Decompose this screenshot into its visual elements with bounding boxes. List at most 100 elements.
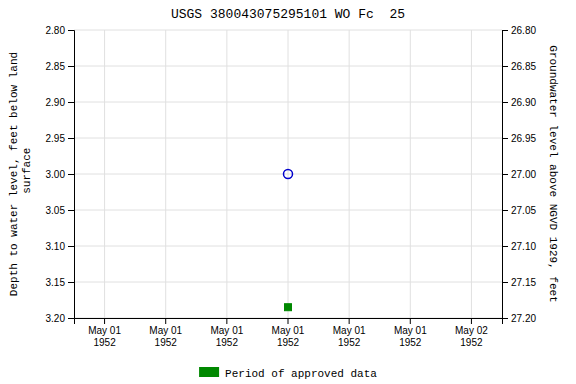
text-line: Depth to water level, feet below land	[8, 52, 20, 296]
plot-area: May 011952May 011952May 011952May 011952…	[46, 25, 537, 348]
grid	[74, 30, 502, 318]
y2-tick-label: 26.85	[511, 61, 536, 72]
grid-line	[349, 30, 350, 318]
x-tick-label: May 011952	[394, 325, 427, 348]
x-tick-mark	[288, 318, 289, 324]
text-line: 1952	[93, 337, 116, 348]
y2-tick-label: 27.00	[511, 169, 536, 180]
x-tick-label: May 011952	[333, 325, 366, 348]
x-tick: May 011952	[88, 318, 121, 348]
y2-tick-label: 27.05	[511, 205, 536, 216]
legend: Period of approved data	[199, 367, 377, 380]
x-tick-mark	[165, 318, 166, 324]
text-line: May 01	[272, 325, 305, 336]
y2-axis-title: Groundwater level above NGVD 1929, feet	[547, 45, 559, 302]
y-tick-mark	[68, 174, 74, 175]
y2-tick-label: 26.90	[511, 97, 536, 108]
text-line: 1952	[338, 337, 361, 348]
x-tick: May 011952	[394, 318, 427, 348]
y-tick: 3.05	[46, 205, 74, 216]
y2-tick: 26.80	[502, 25, 536, 36]
y-axis: 2.80 2.85 2.90 2.95 3.00 3.05 3.10 3.15 3.20	[46, 25, 75, 324]
y2-tick-label: 27.10	[511, 241, 536, 252]
series	[285, 304, 292, 311]
text-line: May 01	[333, 325, 366, 336]
x-tick-label: May 011952	[88, 325, 121, 348]
y2-tick-label: 26.95	[511, 133, 536, 144]
y2-tick: 27.15	[502, 277, 536, 288]
y-axis-line	[68, 31, 75, 319]
y-tick-label: 3.10	[46, 241, 66, 252]
x-tick: May 021952	[455, 318, 488, 348]
x-tick: May 011952	[149, 318, 182, 348]
y2-axis-line	[503, 31, 509, 319]
text-line: surface	[21, 148, 33, 201]
text-line: 1952	[216, 337, 239, 348]
y2-tick-label: 27.15	[511, 277, 536, 288]
y-tick-label: 3.05	[46, 205, 66, 216]
y-tick: 3.15	[46, 277, 74, 288]
y-tick-mark	[68, 102, 74, 103]
legend-label: Period of approved data	[225, 368, 377, 380]
y-tick-label: 3.15	[46, 277, 66, 288]
x-tick-mark	[226, 318, 227, 324]
text-line: May 02	[455, 325, 488, 336]
y-axis-title: Depth to water level, feet below land su…	[8, 52, 33, 296]
y-tick-label: 2.80	[46, 25, 66, 36]
x-axis-line	[75, 319, 503, 325]
text-line: Groundwater level above NGVD 1929, feet	[547, 45, 559, 302]
legend-item: Period of approved data	[199, 367, 377, 380]
x-tick: May 011952	[333, 318, 366, 348]
y-tick-mark	[68, 138, 74, 139]
grid-line	[104, 30, 105, 318]
y-tick-mark	[68, 246, 74, 247]
y-tick: 3.20	[46, 313, 74, 324]
grid-line	[410, 30, 411, 318]
text-line: 1952	[399, 337, 422, 348]
y-tick-label: 3.00	[46, 169, 66, 180]
text-line: May 01	[394, 325, 427, 336]
y2-tick-mark	[502, 30, 508, 31]
legend-swatch	[199, 367, 219, 377]
y2-tick-mark	[502, 102, 508, 103]
point	[285, 304, 292, 311]
x-tick: May 011952	[210, 318, 243, 348]
series	[284, 170, 293, 179]
y-tick: 3.10	[46, 241, 74, 252]
point	[284, 170, 293, 179]
x-tick-mark	[410, 318, 411, 324]
y-tick: 2.85	[46, 61, 74, 72]
x-tick-label: May 011952	[210, 325, 243, 348]
y2-tick: 27.10	[502, 241, 536, 252]
y-tick: 2.80	[46, 25, 74, 36]
y2-axis: 26.80 26.85 26.90 26.95 27.00 27.05 27.10 27.15…	[502, 25, 536, 324]
text-line: 1952	[277, 337, 300, 348]
y-tick: 2.90	[46, 97, 74, 108]
title: USGS 380043075295101 WO Fc 25	[171, 7, 405, 22]
y-tick-label: 2.85	[46, 61, 66, 72]
y-tick-mark	[68, 282, 74, 283]
text-line: May 01	[149, 325, 182, 336]
y-tick-label: 2.95	[46, 133, 66, 144]
y-tick-mark	[68, 318, 74, 319]
chart: May 011952May 011952May 011952May 011952…	[0, 0, 576, 384]
text-line: May 01	[88, 325, 121, 336]
y2-tick-mark	[502, 318, 508, 319]
x-tick-label: May 011952	[149, 325, 182, 348]
grid-line	[165, 30, 166, 318]
y2-tick: 26.90	[502, 97, 536, 108]
y-tick: 3.00	[46, 169, 74, 180]
grid-line	[226, 30, 227, 318]
x-tick-label: May 021952	[455, 325, 488, 348]
y-tick-mark	[68, 210, 74, 211]
x-tick-mark	[349, 318, 350, 324]
x-axis: May 011952May 011952May 011952May 011952…	[75, 318, 503, 348]
x-tick-mark	[471, 318, 472, 324]
grid-line	[471, 30, 472, 318]
y-tick-label: 3.20	[46, 313, 66, 324]
y2-tick-mark	[502, 210, 508, 211]
text-line: 1952	[460, 337, 483, 348]
y2-tick-label: 27.20	[511, 313, 536, 324]
y2-tick-mark	[502, 174, 508, 175]
x-tick-label: May 011952	[272, 325, 305, 348]
